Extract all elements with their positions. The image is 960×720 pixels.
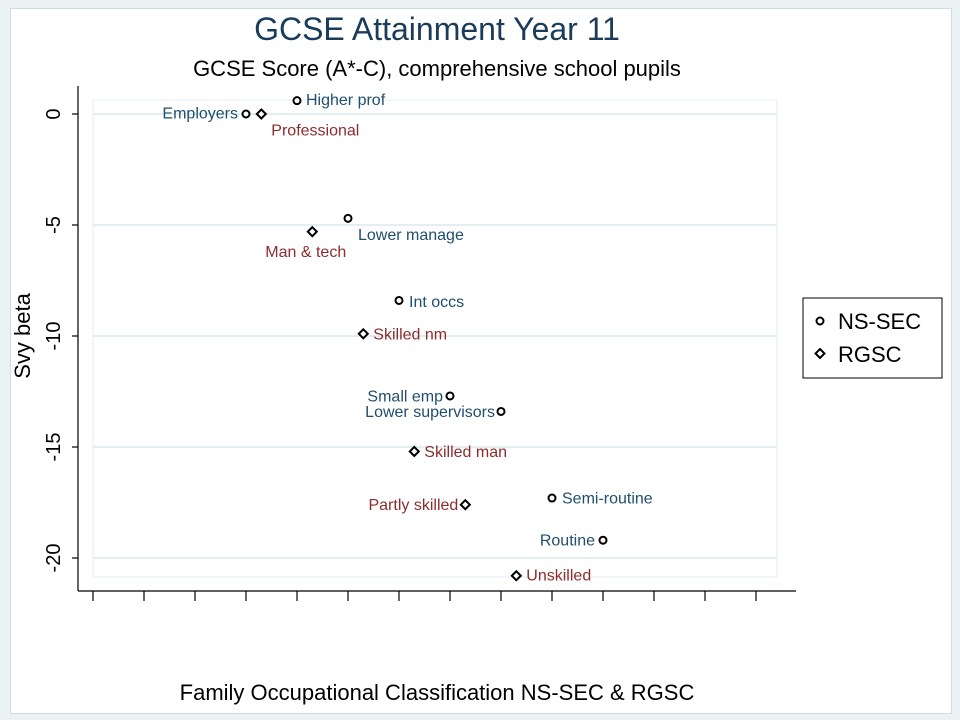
legend-label-rgsc: RGSC	[838, 342, 902, 367]
point-circle-icon	[394, 295, 404, 305]
point-label: Small emp	[367, 388, 443, 405]
point-circle-icon	[547, 493, 557, 503]
point-circle-icon	[496, 406, 506, 416]
legend-marker-circle-icon	[815, 316, 825, 326]
point-label: Employers	[162, 106, 238, 123]
y-tick-label: -15	[43, 433, 65, 462]
point-label: Lower manage	[358, 227, 464, 244]
point-diamond-icon	[306, 225, 319, 238]
legend-label-nssec: NS-SEC	[838, 309, 921, 334]
legend-box	[802, 297, 943, 379]
point-label: Skilled nm	[373, 326, 447, 343]
chart-title: GCSE Attainment Year 11	[254, 11, 620, 47]
point-label: Skilled man	[424, 444, 507, 461]
point-circle-icon	[292, 96, 302, 106]
point-diamond-icon	[357, 327, 370, 340]
chart-subtitle: GCSE Score (A*-C), comprehensive school …	[193, 56, 681, 81]
point-circle-icon	[241, 109, 251, 119]
point-circle-icon	[445, 391, 455, 401]
plot-region	[92, 99, 778, 578]
point-label: Higher prof	[306, 92, 386, 109]
y-tick-label: -10	[43, 322, 65, 351]
legend-marker-diamond-icon	[814, 347, 826, 360]
point-label: Partly skilled	[368, 497, 458, 514]
point-label: Lower supervisors	[365, 404, 495, 421]
point-label: Semi-routine	[562, 491, 653, 508]
point-diamond-icon	[459, 498, 472, 511]
x-axis-title: Family Occupational Classification NS-SE…	[180, 680, 695, 705]
y-tick-label: 0	[43, 108, 65, 119]
y-axis-title: Svy beta	[10, 292, 35, 378]
point-diamond-icon	[408, 445, 421, 458]
point-diamond-icon	[510, 569, 523, 582]
legend: NS-SEC RGSC	[802, 297, 943, 379]
point-circle-icon	[598, 535, 608, 545]
point-label: Routine	[540, 533, 595, 550]
y-tick-label: -20	[43, 544, 65, 573]
point-circle-icon	[343, 213, 353, 223]
point-label: Unskilled	[526, 567, 591, 584]
point-label: Professional	[271, 123, 359, 140]
y-tick-label: -5	[43, 216, 65, 234]
point-diamond-icon	[255, 108, 268, 120]
point-label: Int occs	[409, 294, 464, 311]
point-label: Man & tech	[265, 244, 346, 261]
